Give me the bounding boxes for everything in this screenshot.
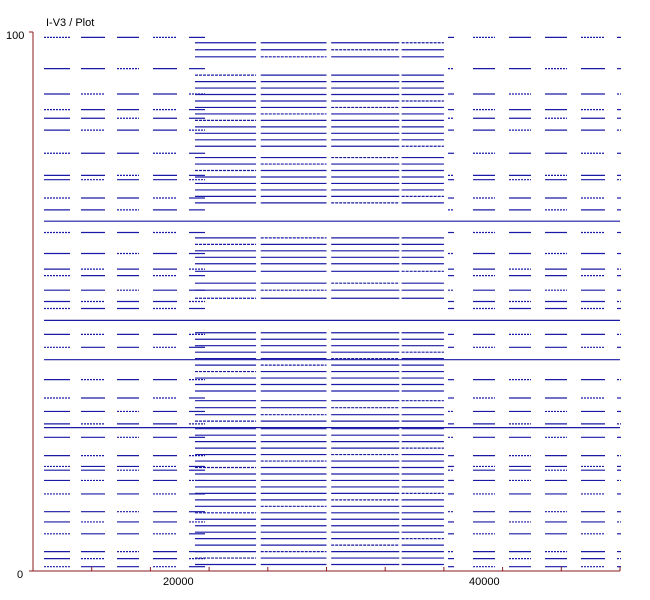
y-tick-label-0: 0 xyxy=(17,569,24,581)
y-tick-label-100: 100 xyxy=(6,30,25,42)
x-ticks xyxy=(32,567,621,571)
chart-title: I-V3 / Plot xyxy=(46,17,95,29)
data-marks xyxy=(44,36,621,568)
y-ticks xyxy=(29,31,33,572)
x-tick-label-40000: 40000 xyxy=(469,576,500,588)
x-tick-label-20000: 20000 xyxy=(163,576,194,588)
